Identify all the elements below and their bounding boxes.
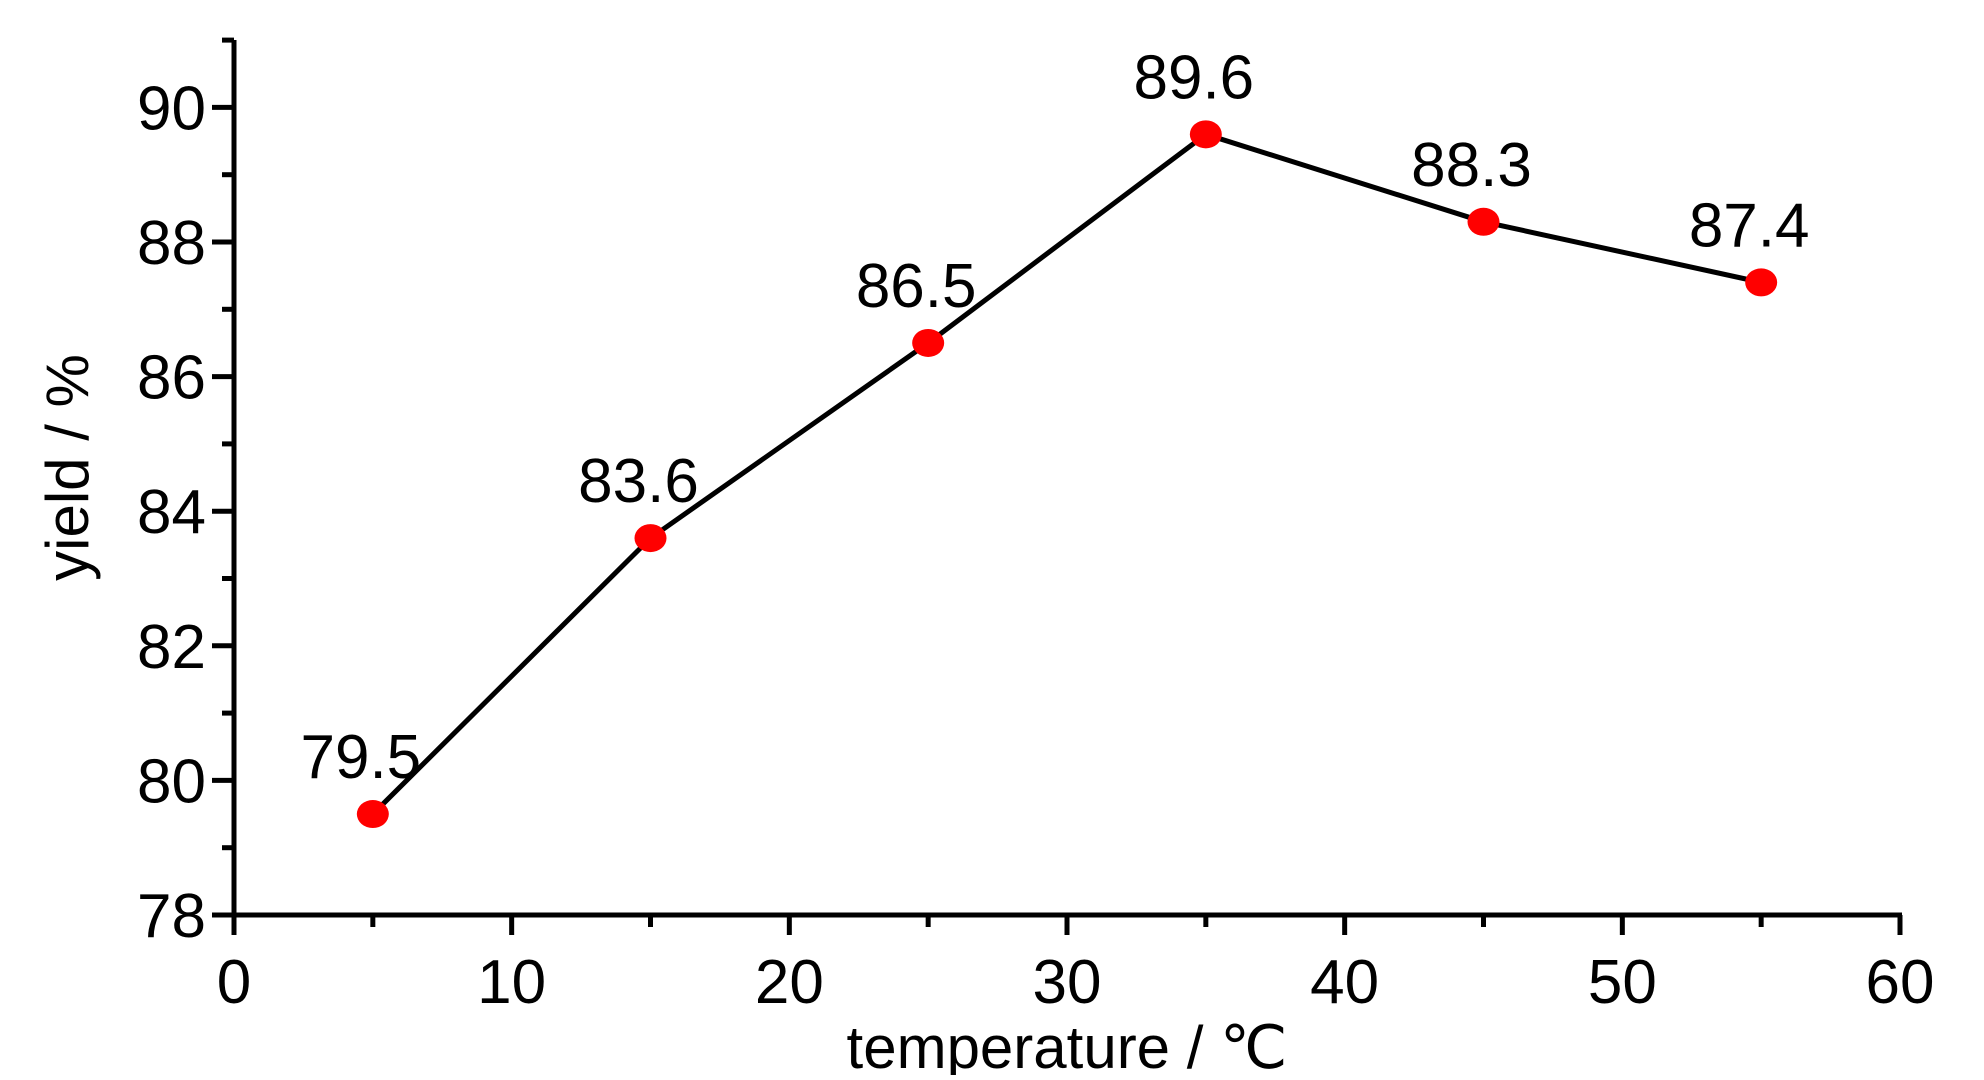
data-label: 79.5 xyxy=(300,723,421,792)
x-axis-title: temperature / ℃ xyxy=(847,1014,1288,1075)
y-axis-tick-labels: 78 80 82 84 86 88 90 xyxy=(137,74,206,951)
data-point xyxy=(912,328,945,357)
data-label: 86.5 xyxy=(856,252,977,321)
data-point xyxy=(1467,207,1500,236)
y-tick-label: 80 xyxy=(137,747,206,816)
x-axis-ticks xyxy=(231,915,1903,935)
x-tick-label: 30 xyxy=(1033,948,1102,1017)
y-tick-label: 84 xyxy=(137,478,206,547)
x-tick-label: 0 xyxy=(217,948,251,1017)
y-tick-label: 88 xyxy=(137,209,206,278)
series-points xyxy=(356,120,1778,829)
y-tick-label: 78 xyxy=(137,882,206,951)
x-tick-label: 40 xyxy=(1310,948,1379,1017)
x-axis-tick-labels: 0 10 20 30 40 50 60 xyxy=(217,948,1935,1017)
y-axis-minor-ticks xyxy=(222,37,234,851)
data-point xyxy=(1189,120,1222,149)
y-tick-label: 90 xyxy=(137,74,206,143)
y-tick-label: 86 xyxy=(137,344,206,413)
series-line xyxy=(371,131,1762,816)
data-label: 87.4 xyxy=(1689,191,1810,260)
data-labels: 79.5 83.6 86.5 89.6 88.3 87.4 xyxy=(300,43,1809,792)
data-point xyxy=(356,800,389,829)
y-tick-label: 82 xyxy=(137,613,206,682)
x-tick-label: 10 xyxy=(477,948,546,1017)
data-point xyxy=(634,524,667,553)
series-lines xyxy=(371,131,1762,816)
data-label: 88.3 xyxy=(1411,131,1532,200)
x-tick-label: 60 xyxy=(1866,948,1935,1017)
x-tick-label: 20 xyxy=(755,948,824,1017)
data-label: 83.6 xyxy=(578,447,699,516)
y-axis-title: yield / % xyxy=(34,354,101,581)
data-label: 89.6 xyxy=(1133,43,1254,112)
x-tick-label: 50 xyxy=(1588,948,1657,1017)
y-axis-ticks xyxy=(212,104,234,918)
data-point xyxy=(1745,268,1778,297)
